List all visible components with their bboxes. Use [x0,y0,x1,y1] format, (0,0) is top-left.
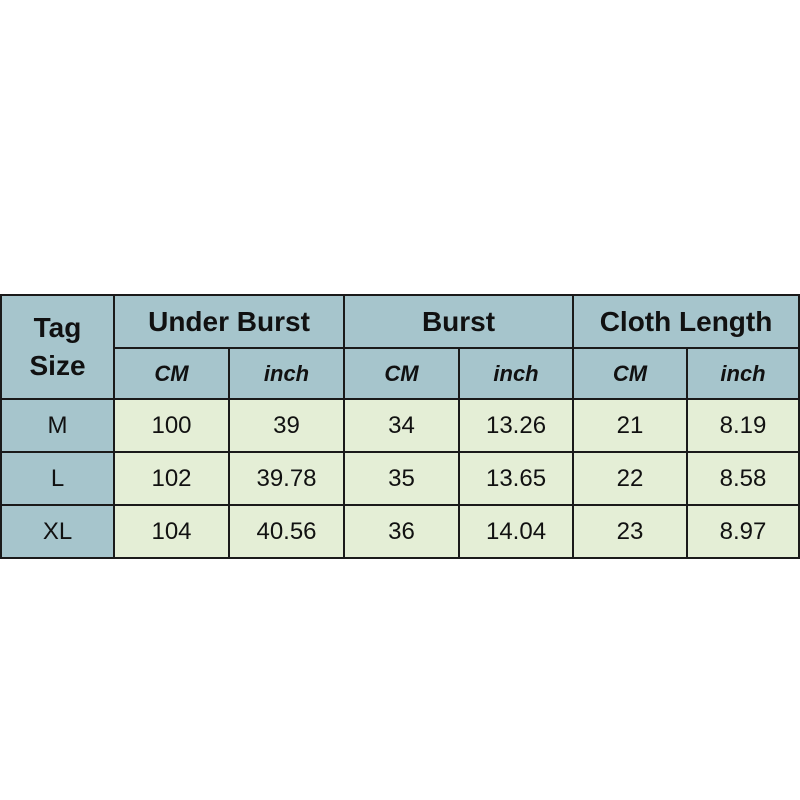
cell: 39.78 [227,451,346,506]
unit-header: CM [572,347,689,400]
cell: 34 [343,398,461,453]
row-size: L [0,451,115,506]
cell: 23 [572,504,689,559]
table-row: XL 104 40.56 36 14.04 23 8.97 [0,504,800,559]
cell: 14.04 [458,504,575,559]
size-label: Size [29,350,86,381]
unit-header: CM [113,347,230,400]
cell: 40.56 [227,504,346,559]
cell: 36 [343,504,461,559]
cell: 100 [113,398,230,453]
cell: 8.19 [686,398,800,453]
cell: 104 [113,504,230,559]
cell: 35 [343,451,461,506]
cell: 102 [113,451,230,506]
tag-size-header: Tag Size [0,294,115,400]
cell: 13.26 [458,398,575,453]
group-header-under-burst: Under Burst [112,294,346,349]
cell: 13.65 [458,451,575,506]
row-size: M [0,398,115,453]
unit-header: inch [686,347,800,400]
cell: 8.58 [686,451,800,506]
size-chart-table: Tag Size Under Burst Burst Cloth Length C… [0,294,800,559]
group-header-cloth-length: Cloth Length [572,294,800,349]
cell: 39 [227,398,346,453]
unit-header: inch [458,347,575,400]
cell: 21 [572,398,689,453]
table-row: M 100 39 34 13.26 21 8.19 [0,398,800,453]
table-row: L 102 39.78 35 13.65 22 8.58 [0,451,800,506]
row-size: XL [0,504,115,559]
tag-label: Tag [33,312,82,343]
unit-header: CM [343,347,461,400]
cell: 22 [572,451,689,506]
unit-header: inch [227,347,346,400]
cell: 8.97 [686,504,800,559]
group-header-burst: Burst [343,294,575,349]
